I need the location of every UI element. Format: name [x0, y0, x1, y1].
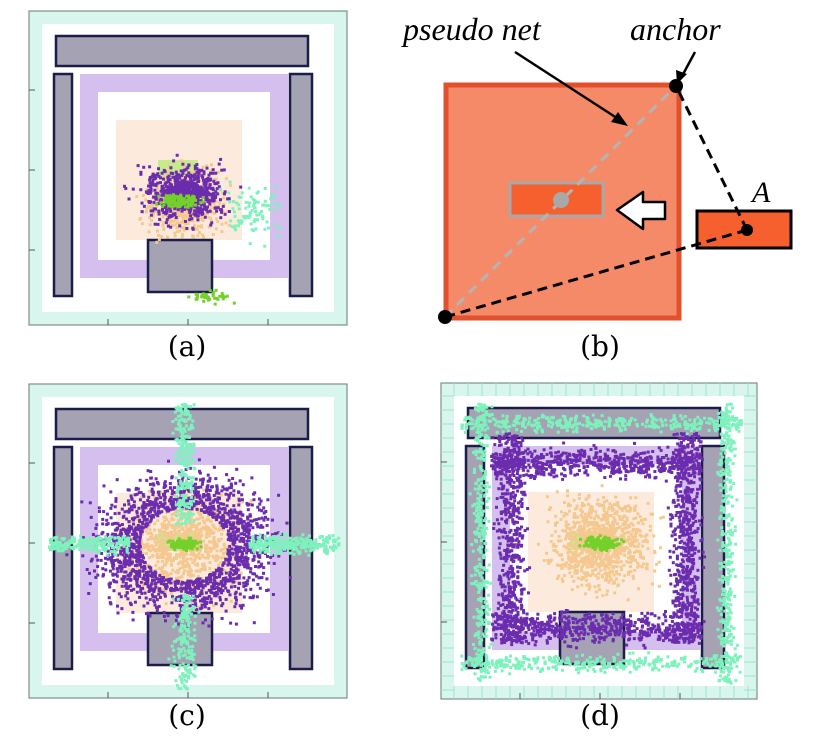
pseudo-net-arrowhead [611, 112, 628, 126]
panel-d [440, 382, 758, 700]
green-cells [166, 536, 203, 552]
placement-plot-a [28, 10, 348, 326]
inner-cell-center [553, 192, 569, 208]
caption-b: (b) [580, 330, 620, 363]
anchor-point-top [669, 79, 683, 93]
green-cells-low [187, 288, 236, 306]
macro-top [54, 34, 310, 68]
anchor-diagram-b: pseudo net anchor A [401, 11, 793, 324]
placement-plot-c [28, 383, 348, 699]
placement-plot-d [440, 382, 758, 700]
green-cells [578, 534, 626, 553]
green-cells [155, 193, 205, 209]
label-A: A [750, 176, 771, 209]
anchor-net-bottom [444, 228, 748, 319]
frame-grid [441, 383, 757, 699]
caption-d: (d) [580, 699, 620, 732]
teal-cells [218, 180, 282, 248]
purple-cells [490, 432, 707, 650]
hollow-arrow [615, 190, 667, 231]
teal-cells [48, 403, 341, 691]
pseudo-net-pointer [514, 50, 624, 124]
anchor-arrowhead [676, 70, 687, 84]
panel-b: pseudo net anchor A [395, 0, 810, 330]
macro-left [52, 72, 74, 298]
panel-c [28, 383, 348, 699]
macro-right [288, 445, 314, 671]
label-pseudo-net: pseudo net [401, 11, 542, 47]
macro-right [700, 444, 726, 670]
caption-a: (a) [167, 330, 207, 363]
macro-bottom [146, 238, 214, 294]
macro-right [288, 72, 314, 298]
anchor-net-top [674, 85, 749, 231]
panel-a [28, 10, 348, 326]
anchor-point-bottom [438, 310, 452, 324]
caption-c: (c) [168, 699, 206, 732]
label-anchor: anchor [630, 11, 721, 47]
teal-cells [460, 402, 743, 685]
macro-left [52, 445, 74, 671]
